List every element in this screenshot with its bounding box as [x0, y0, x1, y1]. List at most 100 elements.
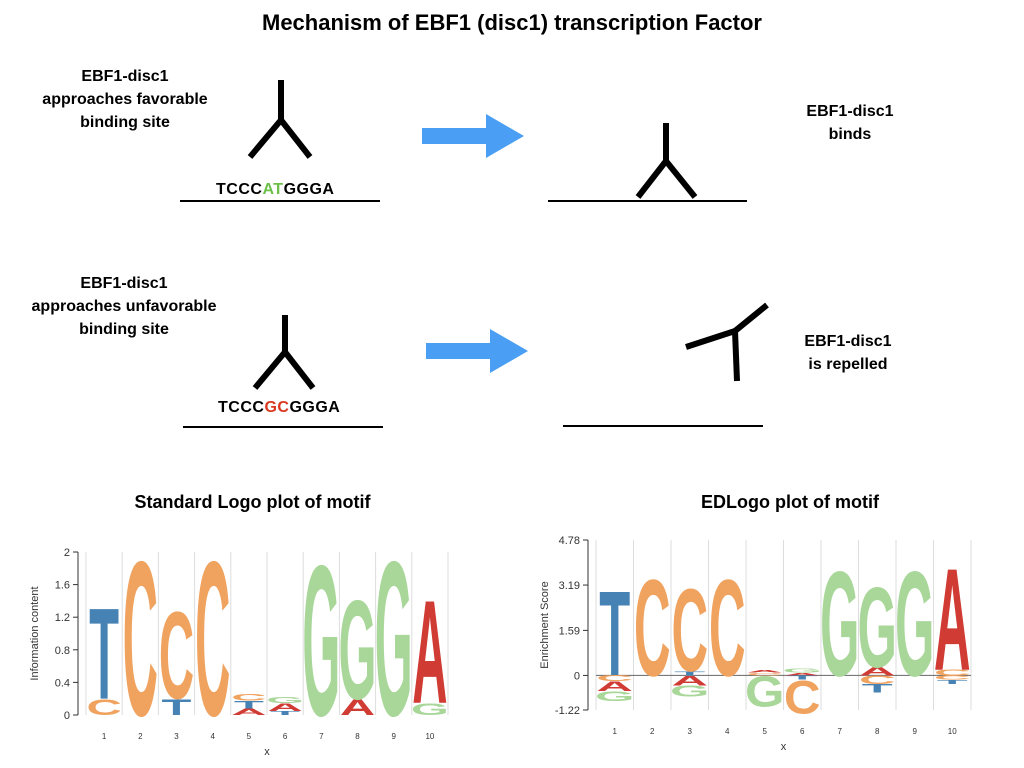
- logo-letter-T: T: [937, 679, 968, 686]
- logo-letter-G: G: [338, 572, 376, 730]
- logo-letter-G: G: [411, 700, 449, 719]
- y-axis-label: Enrichment Score: [539, 581, 551, 668]
- logo-letter-A: A: [859, 665, 896, 678]
- caption-line: EBF1-disc1: [81, 68, 169, 85]
- sequence-suffix: GGGA: [289, 399, 341, 416]
- logo-letter-A: A: [412, 571, 447, 735]
- x-tick-label: 5: [247, 732, 252, 741]
- x-tick-label: 2: [650, 727, 655, 736]
- x-tick-label: 10: [948, 727, 957, 736]
- logo-letter-G: G: [858, 564, 897, 692]
- logo-letter-C: C: [596, 674, 633, 683]
- standard-logo-title: Standard Logo plot of motif: [134, 492, 371, 512]
- x-tick-label: 5: [763, 727, 768, 736]
- y-tick-label: 4.78: [559, 535, 580, 547]
- logo-letter-G: G: [595, 688, 634, 704]
- favorable-left-caption: EBF1-disc1 approaches favorable binding …: [10, 65, 240, 134]
- y-tick-label: 0: [64, 710, 70, 722]
- logo-letter-G: G: [745, 667, 784, 716]
- standard-logo-chart: 0 0.4 0.8 1.2 1.6 2 Information content 1 2 3 4 5 6 7…: [29, 540, 449, 760]
- logo-letter-T: T: [862, 682, 894, 695]
- favorable-right-caption: EBF1-disc1 binds: [770, 100, 930, 146]
- tf-protein-icon: [635, 123, 698, 199]
- logo-letter-C: C: [934, 668, 971, 677]
- y-tick-label: 0: [574, 670, 580, 682]
- tf-protein-icon: [252, 315, 316, 390]
- logo-letter-C: C: [784, 672, 821, 724]
- caption-line: approaches unfavorable: [31, 298, 217, 315]
- logo-letter-C: C: [159, 587, 194, 727]
- logo-letter-G: G: [670, 682, 709, 700]
- logo-letter-C: C: [746, 672, 783, 676]
- unfavorable-approach-diagram: [183, 315, 383, 428]
- x-axis-label: x: [264, 746, 270, 758]
- arrow-right-icon: [426, 329, 528, 373]
- y-tick-label: 1.2: [55, 612, 70, 624]
- x-tick-label: 1: [613, 727, 618, 736]
- logo-letter-T: T: [162, 695, 192, 720]
- logo-letter-T: T: [674, 670, 705, 677]
- logo-letter-C: C: [671, 566, 708, 697]
- unfavorable-repelled-diagram: [563, 302, 769, 427]
- x-tick-label: 6: [800, 727, 805, 736]
- logo-letter-G: G: [375, 540, 413, 760]
- logo-letter-T: T: [787, 674, 818, 681]
- edlogo-title: EDLogo plot of motif: [701, 492, 879, 512]
- x-tick-label: 9: [391, 732, 396, 741]
- logo-letter-C: C: [634, 551, 671, 705]
- y-tick-label: 1.6: [55, 580, 70, 592]
- logo-letter-C: C: [859, 673, 896, 686]
- tf-protein-icon: [247, 80, 313, 159]
- unfavorable-left-caption: EBF1-disc1 approaches unfavorable bindin…: [8, 272, 240, 341]
- logo-letter-A: A: [746, 669, 783, 673]
- favorable-approach-diagram: [180, 80, 380, 202]
- logo-letter-T: T: [270, 710, 300, 716]
- caption-line: binds: [828, 126, 872, 143]
- logo-letter-A: A: [934, 539, 971, 702]
- x-tick-label: 7: [838, 727, 843, 736]
- unfavorable-right-caption: EBF1-disc1 is repelled: [780, 330, 916, 376]
- arrow-right-icon: [422, 114, 524, 158]
- caption-line: EBF1-disc1: [806, 103, 894, 120]
- sequence-prefix: TCCC: [218, 399, 265, 416]
- x-tick-label: 7: [319, 732, 324, 741]
- logo-letter-C: C: [195, 540, 230, 760]
- favorable-sequence: TCCCATGGGA: [216, 181, 334, 199]
- x-tick-label: 1: [102, 732, 107, 741]
- logo-letter-G: G: [783, 667, 822, 674]
- x-tick-label: 4: [725, 727, 730, 736]
- sequence-prefix: TCCC: [216, 181, 263, 198]
- x-tick-label: 9: [913, 727, 918, 736]
- x-axis-label: x: [781, 741, 787, 753]
- y-tick-label: -1.22: [555, 705, 580, 717]
- x-tick-label: 8: [355, 732, 360, 741]
- sequence-highlight: AT: [262, 181, 284, 198]
- logo-letter-G: G: [820, 540, 859, 707]
- x-tick-label: 2: [138, 732, 143, 741]
- favorable-bound-diagram: [548, 123, 747, 202]
- logo-letter-G: G: [266, 696, 304, 705]
- y-tick-label: 3.19: [559, 580, 580, 592]
- edlogo-chart: -1.22 0 1.59 3.19 4.78 Enrichment Score 1 2 3 4 5 6…: [539, 535, 972, 753]
- caption-line: EBF1-disc1: [804, 333, 892, 350]
- caption-line: binding site: [80, 114, 170, 131]
- logo-letter-A: A: [267, 701, 302, 714]
- logo-letter-T: T: [89, 581, 119, 727]
- y-tick-label: 0.8: [55, 645, 70, 657]
- caption-line: EBF1-disc1: [80, 275, 168, 292]
- logo-letter-T: T: [599, 564, 630, 701]
- logo-letter-A: A: [340, 695, 375, 720]
- caption-line: binding site: [79, 321, 169, 338]
- x-tick-label: 8: [875, 727, 880, 736]
- caption-line: approaches favorable: [42, 91, 208, 108]
- logo-letter-G: G: [895, 540, 934, 707]
- logo-letter-G: G: [302, 540, 340, 760]
- logo-letter-A: A: [784, 672, 821, 676]
- y-tick-label: 0.4: [55, 677, 70, 689]
- x-tick-label: 3: [688, 727, 693, 736]
- sequence-suffix: GGGA: [283, 181, 335, 198]
- logo-letter-C: C: [709, 551, 746, 705]
- y-tick-label: 2: [64, 547, 70, 559]
- logo-letter-A: A: [231, 707, 266, 717]
- x-tick-label: 10: [425, 732, 434, 741]
